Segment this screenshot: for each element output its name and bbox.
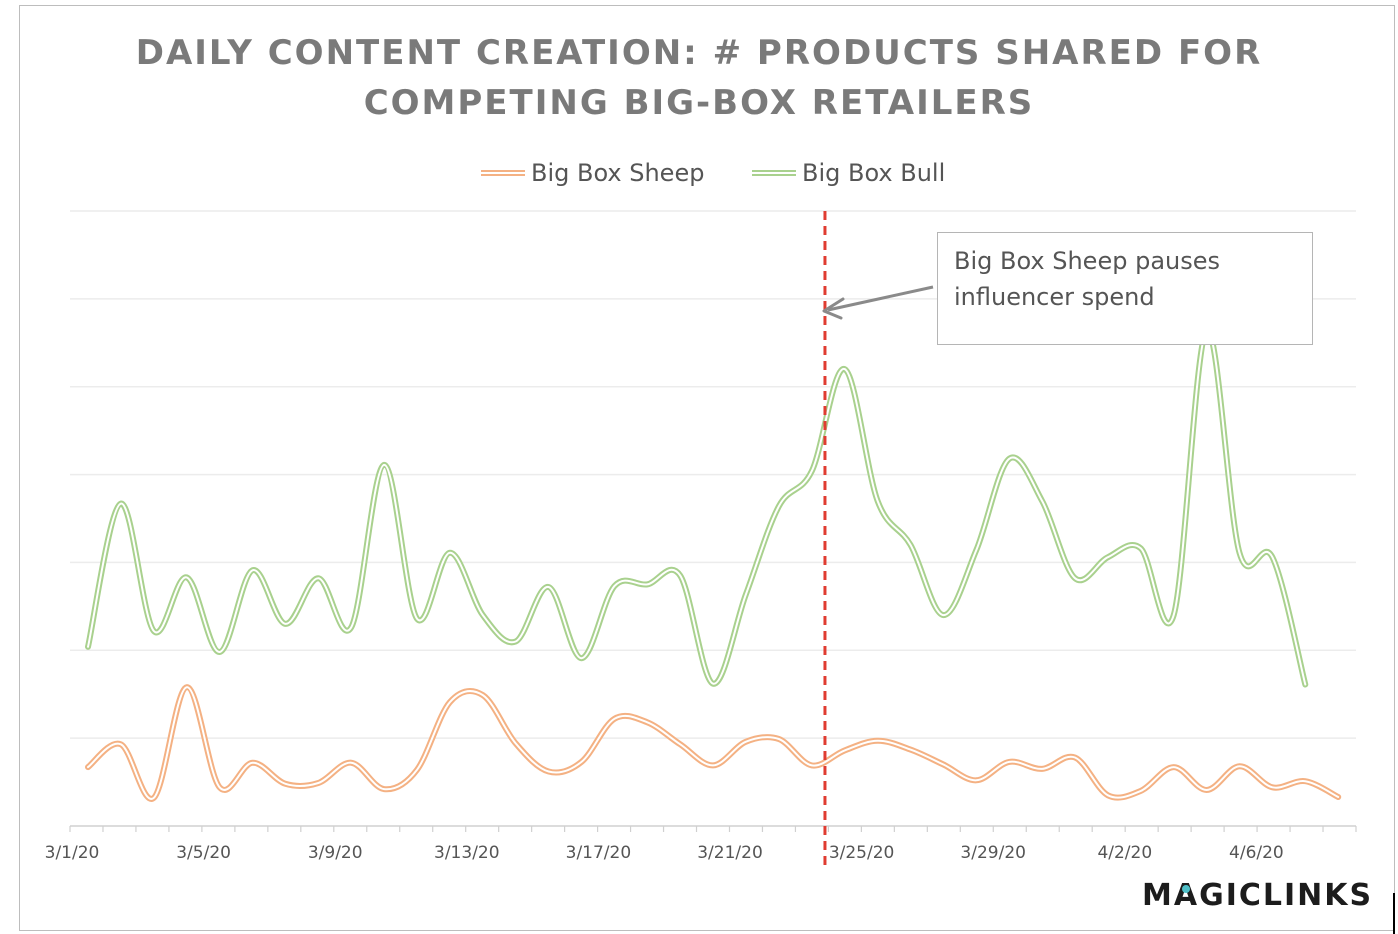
annotation-arrow-head [822, 297, 845, 320]
legend: Big Box Sheep Big Box Bull [0, 156, 1398, 190]
x-tick-label: 4/6/20 [1229, 843, 1284, 863]
annotation-text: Big Box Sheep pauses influencer spend [954, 243, 1304, 315]
series-line-inner-big-box-bull [87, 329, 1307, 686]
series-big-box-bull [85, 327, 1309, 688]
series-layer [85, 327, 1342, 802]
magiclinks-logo: MAGICLINKS [1142, 878, 1373, 913]
annotation-line-1: Big Box Sheep pauses [954, 247, 1221, 275]
logo-text-2: GICLINKS [1199, 878, 1374, 913]
chart-title-line-1: DAILY CONTENT CREATION: # PRODUCTS SHARE… [135, 33, 1263, 73]
x-axis [69, 825, 1357, 832]
annotation-box: Big Box Sheep pauses influencer spend [937, 232, 1313, 345]
series-big-box-sheep [85, 684, 1342, 802]
legend-swatch-sheep [481, 170, 525, 176]
annotation-arrow-shaft [827, 285, 934, 312]
x-tick-label: 3/17/20 [566, 843, 632, 863]
series-line-inner-big-box-sheep [87, 686, 1340, 800]
chart-frame [19, 5, 1395, 931]
x-tick-label: 3/9/20 [308, 843, 363, 863]
edge-artifact [1393, 893, 1395, 934]
x-tick-label: 3/5/20 [176, 843, 231, 863]
annotation-line-2: influencer spend [954, 283, 1155, 311]
x-tick-label: 3/21/20 [697, 843, 763, 863]
x-tick-label: 3/29/20 [960, 843, 1026, 863]
legend-swatch-bull [752, 170, 796, 176]
chart-title-line-2: COMPETING BIG-BOX RETAILERS [363, 83, 1035, 123]
legend-label-bull: Big Box Bull [802, 159, 946, 187]
x-tick-labels: 3/1/20 3/5/20 3/9/20 3/13/20 3/17/20 3/21/20 3… [45, 843, 1284, 863]
logo-text-a: A [1173, 878, 1200, 913]
x-tick-label: 3/25/20 [829, 843, 895, 863]
logo-text-1: M [1142, 878, 1174, 913]
legend-item-bull: Big Box Bull [752, 156, 945, 190]
x-tick-label: 3/1/20 [45, 843, 100, 863]
chart-title: DAILY CONTENT CREATION: # PRODUCTS SHARE… [0, 28, 1398, 128]
series-line-big-box-sheep [85, 684, 1342, 802]
x-tick-label: 4/2/20 [1097, 843, 1152, 863]
marker-layer [822, 211, 934, 868]
legend-label-sheep: Big Box Sheep [531, 159, 705, 187]
x-tick-label: 3/13/20 [434, 843, 500, 863]
legend-item-sheep: Big Box Sheep [481, 156, 704, 190]
